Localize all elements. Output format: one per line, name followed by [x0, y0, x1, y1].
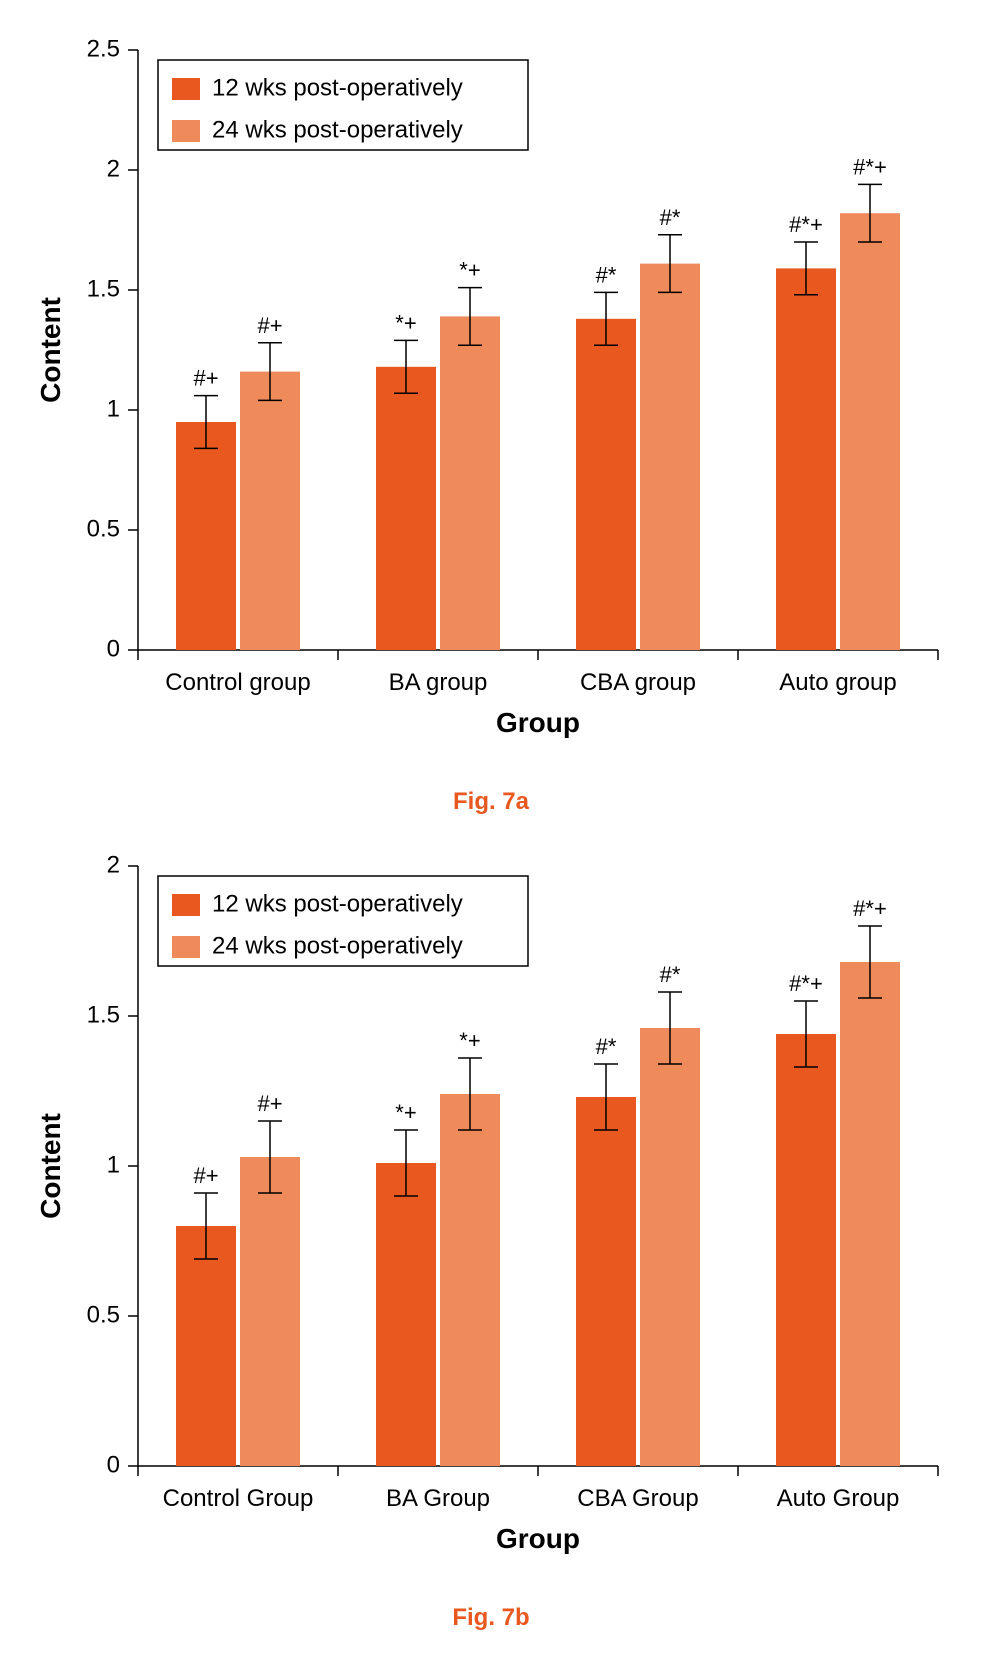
legend-swatch [172, 78, 200, 100]
bar [840, 213, 900, 650]
ytick-label: 1.5 [87, 275, 120, 302]
xtick-label: Auto group [779, 669, 896, 696]
ytick-label: 1.5 [87, 1001, 120, 1028]
bar [240, 372, 300, 650]
legend-swatch [172, 120, 200, 142]
legend-swatch [172, 894, 200, 916]
bar-annotation: #* [596, 262, 617, 287]
bar [440, 316, 500, 650]
xtick-label: CBA Group [577, 1485, 698, 1512]
chart-a-caption: Fig. 7a [20, 788, 962, 816]
xtick-label: BA group [389, 669, 488, 696]
bar [776, 1034, 836, 1466]
bar-annotation: #+ [257, 1091, 282, 1116]
ytick-label: 0.5 [87, 1301, 120, 1328]
chart-b-caption: Fig. 7b [20, 1604, 962, 1632]
ytick-label: 2.5 [87, 35, 120, 62]
ytick-label: 2 [107, 851, 120, 878]
bar [840, 962, 900, 1466]
xtick-label: Auto Group [777, 1485, 900, 1512]
xtick-label: BA Group [386, 1485, 490, 1512]
ytick-label: 1 [107, 1151, 120, 1178]
chart-a: 0 0.5 1 1.5 2 2.5 Content #+ #+ Control group *+ *+… [20, 20, 962, 780]
bar-annotation: *+ [459, 258, 480, 283]
ytick-label: 0 [107, 635, 120, 662]
bar-annotation: #* [660, 962, 681, 987]
bar [576, 1097, 636, 1466]
ytick-label: 0 [107, 1451, 120, 1478]
y-axis-label: Content [35, 297, 66, 403]
bar-annotation: #*+ [789, 971, 823, 996]
legend-label: 12 wks post-operatively [212, 75, 463, 102]
xtick-label: Control group [165, 669, 310, 696]
bar [640, 1028, 700, 1466]
bar [376, 1163, 436, 1466]
bar-annotation: *+ [459, 1028, 480, 1053]
bar [240, 1157, 300, 1466]
bar-annotation: #*+ [853, 896, 887, 921]
bar [776, 268, 836, 650]
chart-b: 0 0.5 1 1.5 2 Content #+ #+ Control Group *+ *+ BA … [20, 836, 962, 1596]
legend-swatch [172, 936, 200, 958]
y-axis-label: Content [35, 1113, 66, 1219]
x-axis-label: Group [496, 707, 580, 738]
ytick-label: 2 [107, 155, 120, 182]
bar-annotation: #+ [193, 366, 218, 391]
chart-b-container: 0 0.5 1 1.5 2 Content #+ #+ Control Group *+ *+ BA … [20, 836, 962, 1632]
bar [576, 319, 636, 650]
bar [640, 264, 700, 650]
legend-label: 24 wks post-operatively [212, 933, 463, 960]
bar-annotation: #+ [193, 1163, 218, 1188]
bar [176, 1226, 236, 1466]
bar-annotation: #* [596, 1034, 617, 1059]
bar [176, 422, 236, 650]
bar-annotation: #*+ [853, 154, 887, 179]
chart-a-container: 0 0.5 1 1.5 2 2.5 Content #+ #+ Control group *+ *+… [20, 20, 962, 816]
x-axis-label: Group [496, 1523, 580, 1554]
legend-label: 24 wks post-operatively [212, 117, 463, 144]
bar [440, 1094, 500, 1466]
bar-annotation: #* [660, 205, 681, 230]
bar-annotation: #+ [257, 313, 282, 338]
bar-annotation: *+ [395, 310, 416, 335]
xtick-label: CBA group [580, 669, 696, 696]
bar [376, 367, 436, 650]
bar-annotation: #*+ [789, 212, 823, 237]
bar-annotation: *+ [395, 1100, 416, 1125]
legend-label: 12 wks post-operatively [212, 891, 463, 918]
ytick-label: 1 [107, 395, 120, 422]
ytick-label: 0.5 [87, 515, 120, 542]
xtick-label: Control Group [163, 1485, 314, 1512]
